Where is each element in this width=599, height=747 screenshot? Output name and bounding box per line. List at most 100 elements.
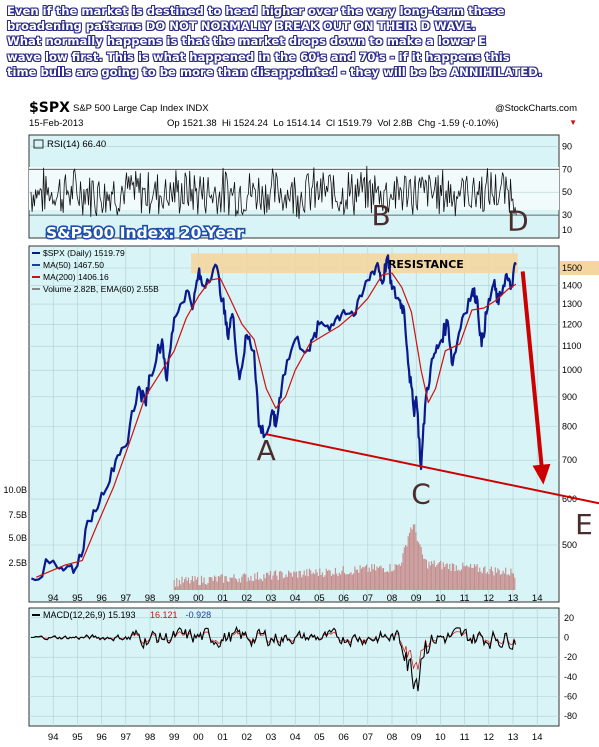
x-tick-label: 13 — [508, 593, 519, 604]
commentary-line: time bulls are going to be more than dis… — [7, 64, 543, 79]
price-panel — [28, 245, 560, 603]
price-tick-label: 800 — [562, 421, 577, 431]
x-tick-label: 00 — [193, 593, 204, 604]
x-tick-label: 09 — [411, 593, 422, 604]
rsi-legend-marker — [33, 139, 44, 149]
chart-title: S&P500 Index: 20-Year — [46, 224, 244, 242]
x-tick-label: 03 — [266, 593, 277, 604]
resistance-label: RESISTANCE — [388, 258, 464, 271]
x-tick-label: 10 — [435, 732, 446, 743]
x-tick-label: 01 — [217, 593, 228, 604]
commentary-box: Even if the market is destined to head h… — [7, 4, 599, 80]
ticker-symbol: $SPX — [29, 100, 70, 116]
x-tick-label: 95 — [72, 593, 83, 604]
x-tick-label: 11 — [460, 593, 470, 604]
commentary-line: What normally happens is that the market… — [7, 34, 487, 49]
price-tick-label: 1500 — [562, 263, 582, 273]
macd-legend-entry: -0.928 — [186, 610, 212, 620]
x-tick-label: 98 — [145, 732, 156, 743]
x-tick-label: 02 — [242, 593, 253, 604]
commentary-line: Even if the market is destined to head h… — [7, 4, 505, 18]
legend-entry: Volume 2.82B, EMA(60) 2.55B — [43, 284, 159, 294]
x-tick-label: 96 — [96, 593, 107, 604]
x-tick-label: 94 — [48, 732, 59, 743]
macd-tick-label: -40 — [564, 672, 577, 682]
x-tick-label: 08 — [387, 732, 398, 743]
macd-tick-label: 0 — [564, 633, 569, 643]
forecast-arrow-shaft — [520, 271, 545, 471]
price-tick-label: 1300 — [562, 299, 582, 309]
volume-tick-label: 5.0B — [8, 533, 27, 543]
rsi-line — [30, 165, 517, 219]
x-tick-label: 12 — [484, 732, 495, 743]
x-tick-label: 00 — [193, 732, 204, 743]
x-tick-label: 02 — [242, 732, 253, 743]
ma200-line — [36, 272, 517, 578]
volume-tick-label: 10.0B — [3, 485, 27, 495]
x-tick-label: 14 — [532, 593, 543, 604]
macd-panel — [28, 607, 560, 727]
x-tick-label: 95 — [72, 732, 83, 743]
macd-legend-entry: MACD(12,26,9) 15.193 — [43, 610, 136, 620]
volume-tick-label: 2.5B — [8, 558, 27, 568]
x-tick-label: 97 — [121, 732, 132, 743]
x-tick-label: 12 — [484, 593, 495, 604]
x-tick-label: 09 — [411, 732, 422, 743]
chart-header: $SPX S&P 500 Large Cap Index INDX @Stock… — [29, 100, 577, 132]
x-tick-label: 06 — [338, 732, 349, 743]
support-trendline — [265, 433, 599, 505]
wave-label: D — [507, 205, 529, 238]
forecast-arrow — [520, 271, 551, 485]
wave-label: A — [257, 434, 276, 467]
macd-tick-label: -80 — [564, 711, 577, 721]
rsi-tick-label: 70 — [562, 164, 572, 174]
x-tick-label: 11 — [460, 732, 470, 743]
price-tick-label: 1000 — [562, 365, 582, 375]
index-name: S&P 500 Large Cap Index INDX — [73, 103, 209, 114]
x-tick-label: 04 — [290, 732, 301, 743]
wave-label: B — [372, 199, 391, 232]
x-tick-label: 05 — [314, 732, 325, 743]
macd-tick-label: -60 — [564, 692, 577, 702]
price-tick-label: 1400 — [562, 280, 582, 290]
x-tick-label: 05 — [314, 593, 325, 604]
down-arrow-icon: ▼ — [569, 118, 577, 127]
volume-tick-label: 7.5B — [8, 510, 27, 520]
x-tick-label: 99 — [169, 732, 180, 743]
price-tick-highlight — [560, 261, 599, 275]
macd-tick-label: 20 — [564, 613, 574, 623]
x-tick-label: 14 — [532, 732, 543, 743]
spx-price-line — [30, 254, 517, 582]
x-tick-label: 10 — [435, 593, 446, 604]
forecast-arrow-head — [532, 463, 551, 485]
legend-entry: $SPX (Daily) 1519.79 — [43, 248, 125, 258]
macd-legend-entry: 16.121 — [150, 610, 178, 620]
wave-label: E — [575, 508, 593, 541]
x-tick-label: 07 — [363, 732, 374, 743]
price-tick-label: 600 — [562, 494, 577, 504]
rsi-tick-label: 30 — [562, 210, 572, 220]
x-tick-label: 06 — [338, 593, 349, 604]
x-tick-label: 03 — [266, 732, 277, 743]
rsi-tick-label: 10 — [562, 225, 572, 235]
x-tick-label: 08 — [387, 593, 398, 604]
macd-line — [31, 625, 517, 692]
rsi-tick-label: 90 — [562, 141, 572, 151]
price-tick-label: 900 — [562, 392, 577, 402]
legend-entry: MA(50) 1467.50 — [43, 260, 104, 270]
x-tick-label: 97 — [121, 593, 132, 604]
x-tick-label: 96 — [96, 732, 107, 743]
resistance-band — [191, 253, 518, 274]
x-tick-label: 01 — [217, 732, 228, 743]
stockcharts-credit: @StockCharts.com — [495, 103, 577, 114]
wave-label: C — [411, 477, 431, 510]
rsi-tick-label: 50 — [562, 187, 572, 197]
rsi-legend: RSI(14) 66.40 — [47, 139, 106, 150]
price-tick-label: 1100 — [562, 341, 581, 351]
macd-tick-label: -20 — [564, 652, 577, 662]
x-tick-label: 94 — [48, 593, 59, 604]
x-tick-label: 13 — [508, 732, 519, 743]
price-tick-label: 700 — [562, 455, 577, 465]
x-tick-label: 98 — [145, 593, 156, 604]
